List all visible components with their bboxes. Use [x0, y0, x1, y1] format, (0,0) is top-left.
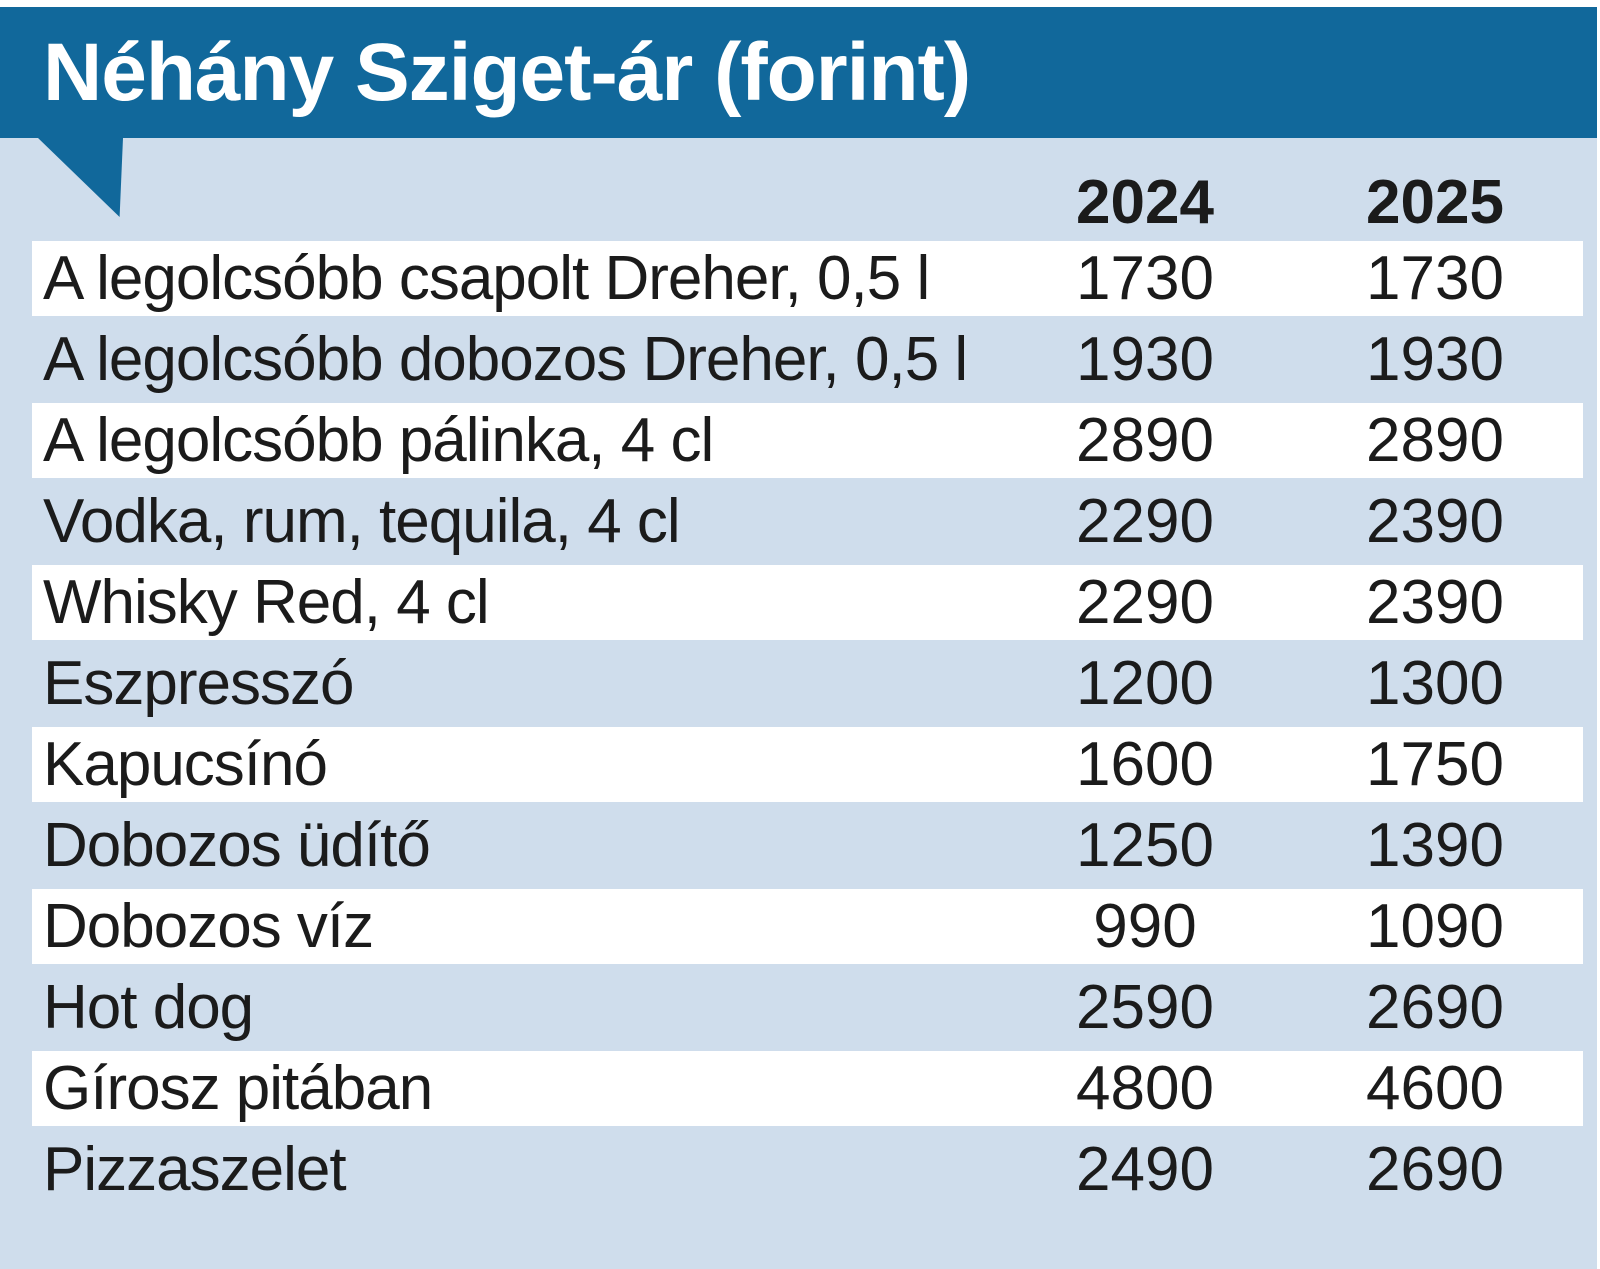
price-2025: 1090: [1366, 892, 1504, 961]
table-row: Gírosz pitában 4800 4600: [0, 1048, 1597, 1129]
price-2025: 1730: [1366, 244, 1504, 313]
item-label: Pizzaszelet: [43, 1135, 347, 1204]
price-2024: 1930: [1076, 325, 1214, 394]
price-2025: 1300: [1366, 649, 1504, 718]
price-2024: 2290: [1076, 487, 1214, 556]
item-label: Dobozos üdítő: [43, 811, 431, 880]
price-2024: 2590: [1076, 973, 1214, 1042]
column-header-2024: 2024: [1076, 168, 1214, 237]
price-2024: 1200: [1076, 649, 1214, 718]
price-2025: 2390: [1366, 487, 1504, 556]
table-row: Whisky Red, 4 cl 2290 2390: [0, 562, 1597, 643]
table-row: A legolcsóbb csapolt Dreher, 0,5 l 1730 …: [0, 238, 1597, 319]
price-2025: 1930: [1366, 325, 1504, 394]
table-row: Dobozos víz 990 1090: [0, 886, 1597, 967]
table-row: Dobozos üdítő 1250 1390: [0, 805, 1597, 886]
price-2024: 2290: [1076, 568, 1214, 637]
table-row: A legolcsóbb dobozos Dreher, 0,5 l 1930 …: [0, 319, 1597, 400]
price-2025: 4600: [1366, 1054, 1504, 1123]
table-row: Eszpresszó 1200 1300: [0, 643, 1597, 724]
table-row: A legolcsóbb pálinka, 4 cl 2890 2890: [0, 400, 1597, 481]
title-bar: Néhány Sziget-ár (forint): [0, 7, 1597, 138]
item-label: Dobozos víz: [43, 892, 374, 961]
price-2024: 1600: [1076, 730, 1214, 799]
infographic-title: Néhány Sziget-ár (forint): [43, 26, 971, 118]
table-row: Pizzaszelet 2490 2690: [0, 1129, 1597, 1210]
item-label: Kapucsínó: [43, 730, 328, 799]
price-2025: 2390: [1366, 568, 1504, 637]
item-label: A legolcsóbb csapolt Dreher, 0,5 l: [43, 244, 930, 313]
item-label: Hot dog: [43, 973, 254, 1042]
table-row: Vodka, rum, tequila, 4 cl 2290 2390: [0, 481, 1597, 562]
price-2024: 990: [1093, 892, 1197, 961]
table-row: Hot dog 2590 2690: [0, 967, 1597, 1048]
price-table-panel: 2024 2025 A legolcsóbb csapolt Dreher, 0…: [0, 138, 1597, 1269]
column-header-2025: 2025: [1366, 168, 1504, 237]
price-2024: 1250: [1076, 811, 1214, 880]
price-2025: 1390: [1366, 811, 1504, 880]
price-table: A legolcsóbb csapolt Dreher, 0,5 l 1730 …: [0, 238, 1597, 1210]
price-2024: 4800: [1076, 1054, 1214, 1123]
price-2025: 2690: [1366, 973, 1504, 1042]
item-label: Eszpresszó: [43, 649, 354, 718]
price-2025: 2690: [1366, 1135, 1504, 1204]
price-2024: 1730: [1076, 244, 1214, 313]
price-2024: 2490: [1076, 1135, 1214, 1204]
item-label: A legolcsóbb dobozos Dreher, 0,5 l: [43, 325, 968, 394]
price-2025: 1750: [1366, 730, 1504, 799]
item-label: Gírosz pitában: [43, 1054, 433, 1123]
price-2024: 2890: [1076, 406, 1214, 475]
item-label: A legolcsóbb pálinka, 4 cl: [43, 406, 714, 475]
item-label: Whisky Red, 4 cl: [43, 568, 490, 637]
price-2025: 2890: [1366, 406, 1504, 475]
table-header-row: 2024 2025: [0, 138, 1597, 238]
table-row: Kapucsínó 1600 1750: [0, 724, 1597, 805]
item-label: Vodka, rum, tequila, 4 cl: [43, 487, 681, 556]
